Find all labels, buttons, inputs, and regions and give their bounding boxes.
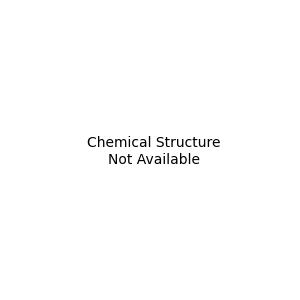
Text: Chemical Structure
Not Available: Chemical Structure Not Available xyxy=(87,136,220,166)
